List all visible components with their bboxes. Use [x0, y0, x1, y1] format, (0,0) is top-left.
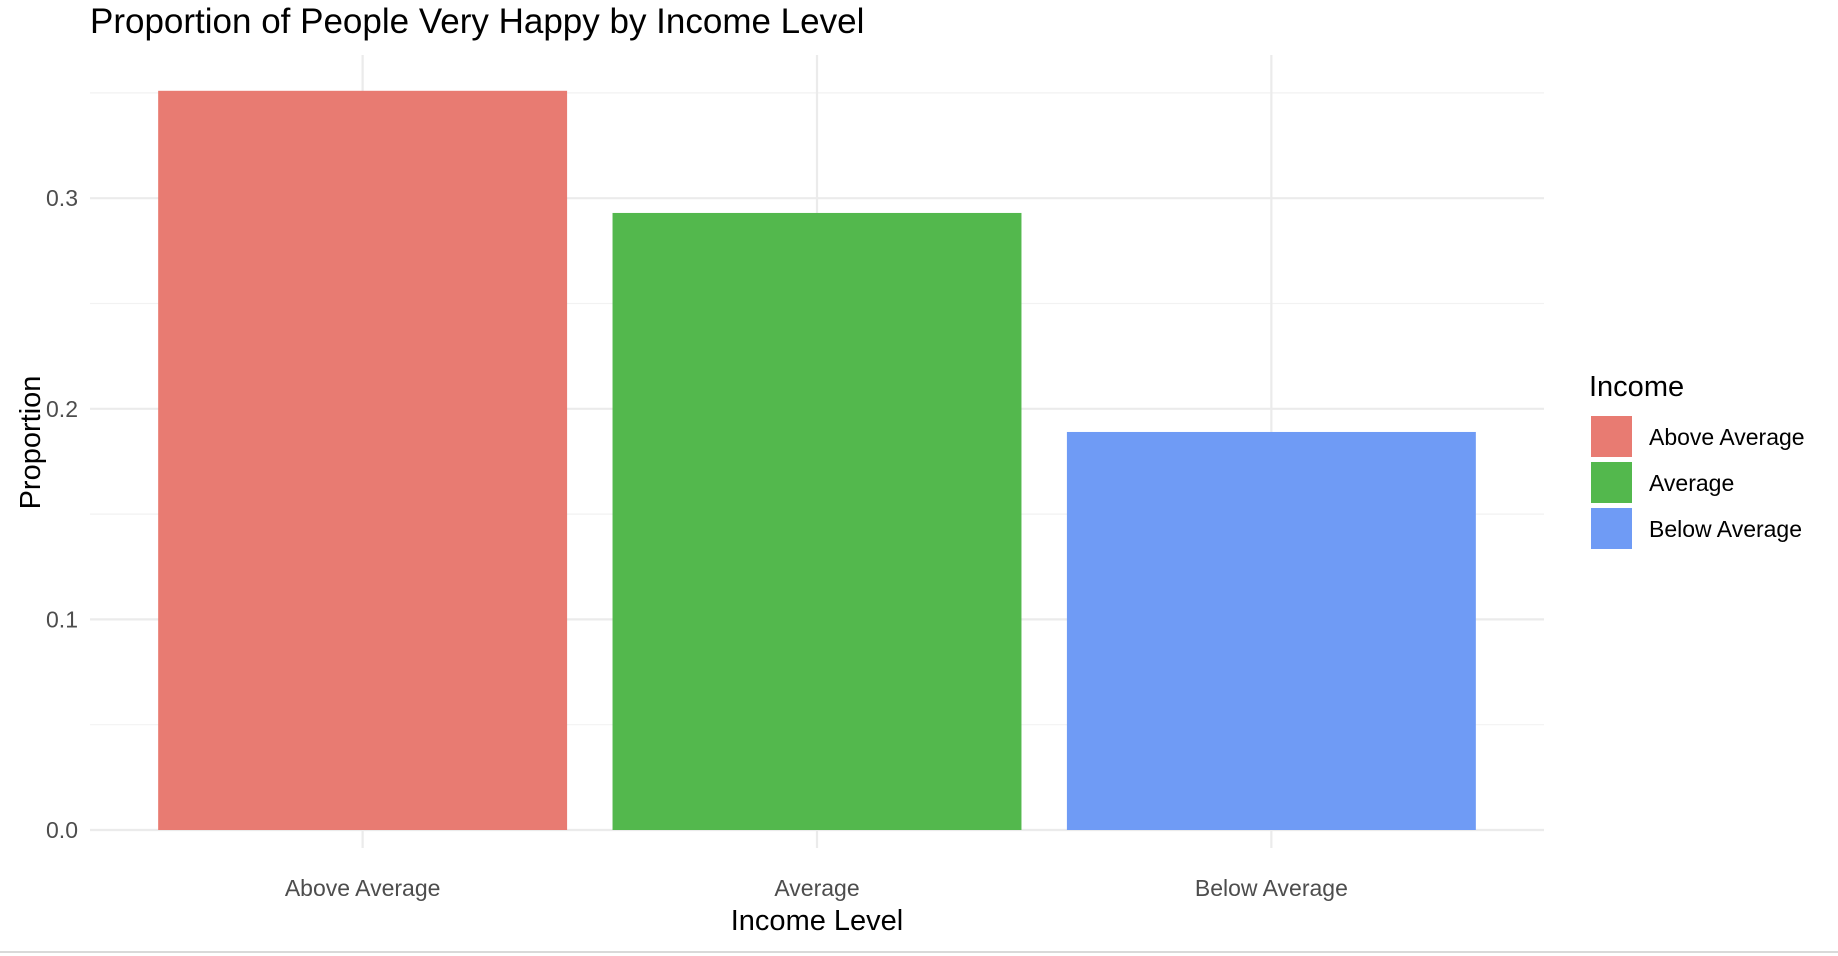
y-axis-ticks: 0.0 0.1 0.2 0.3: [46, 185, 78, 843]
legend-label: Above Average: [1649, 424, 1805, 450]
bar: [612, 212, 1022, 830]
bar: [158, 90, 568, 830]
y-tick-label: 0.2: [46, 396, 78, 422]
legend-label: Average: [1649, 470, 1734, 496]
x-axis-title: Income Level: [731, 905, 904, 937]
y-tick-label: 0.1: [46, 606, 78, 632]
y-axis-title: Proportion: [15, 376, 47, 510]
chart-title: Proportion of People Very Happy by Incom…: [90, 2, 864, 41]
legend-swatch: [1591, 462, 1632, 503]
legend-label: Below Average: [1649, 516, 1802, 542]
x-axis-ticks: Above Average Average Below Average: [285, 875, 1348, 901]
bar: [1066, 431, 1476, 830]
x-tick-label: Below Average: [1195, 875, 1348, 901]
legend-swatch: [1591, 508, 1632, 549]
y-tick-label: 0.0: [46, 817, 78, 843]
x-tick-label: Above Average: [285, 875, 441, 901]
bars: [158, 90, 1476, 830]
bottom-divider: [0, 951, 1838, 953]
legend-title: Income: [1589, 371, 1684, 403]
x-tick-label: Average: [774, 875, 859, 901]
legend: Income Above Average Average Below Average: [1589, 371, 1805, 549]
legend-swatch: [1591, 416, 1632, 457]
y-tick-label: 0.3: [46, 185, 78, 211]
legend-items: Above Average Average Below Average: [1591, 416, 1805, 549]
